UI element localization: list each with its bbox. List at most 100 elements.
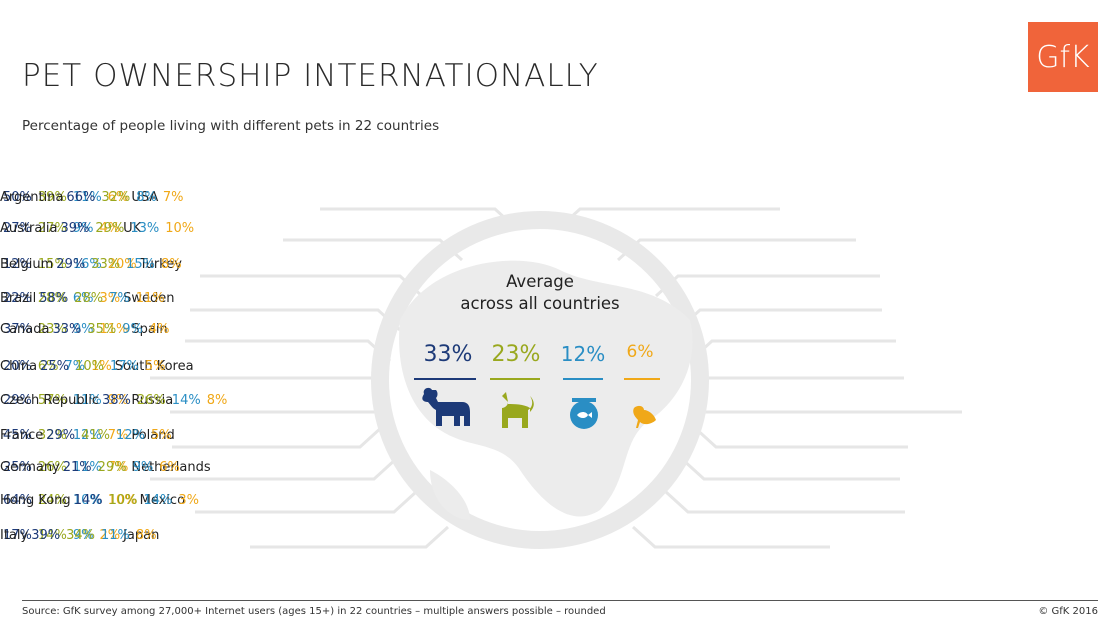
value-bird: 5% [150,428,172,443]
value-fish: 16% [72,257,102,272]
value-fish: 13% [130,221,160,236]
value-cat: 28% [37,291,67,306]
value-fish: 7% [109,291,130,306]
average-title: Average across all countries [440,271,640,315]
value-fish: 17% [109,359,139,374]
value-bird: 5% [144,359,166,374]
country-label: China [0,359,38,374]
country-label: South Korea [114,359,194,374]
country-label: Italy [0,528,29,543]
bird-underline [624,378,660,380]
value-fish: 11% [101,528,130,543]
value-fish: 10% [72,493,102,508]
right-leader-line [654,274,880,298]
value-cat: 34% [66,528,96,543]
right-row-france: France 29% 41% 12% 5% [0,428,175,443]
value-cat: 24% [37,493,67,508]
country-label: Spain [131,322,168,337]
country-label: UK [123,221,142,236]
right-row-brazil: Brazil 58% 28% 7% 11% [0,291,168,306]
country-label: Argentina [0,190,64,205]
value-cat: 32% [101,190,131,205]
value-fish: 11% [72,190,102,205]
country-label: Canada [0,322,50,337]
right-row-germany: Germany 21% 29% 9% 6% [0,460,183,475]
value-dog: 39% [60,221,90,236]
value-dog: 37% [3,322,32,337]
value-fish: 11% [72,393,102,408]
value-fish: 15% [126,257,156,272]
left-leader-line [172,425,384,449]
value-bird: 4% [99,221,121,236]
value-bird: 20% [107,257,137,272]
value-bird: 7% [162,190,184,205]
value-cat: 26% [37,460,67,475]
left-row-russia: 29% 57% 11% 9% Russia [0,393,173,408]
average-dog-value: 33% [423,342,473,367]
country-label: Japan [123,528,160,543]
value-cat: 10% [75,359,104,374]
left-row-spain: 37% 23% 9% 11% Spain [0,322,168,337]
right-row-china: China 25% 10% 17% 5% [0,359,168,374]
value-dog: 66% [66,190,96,205]
dog-icon [422,387,470,426]
value-dog: 20% [3,359,32,374]
value-dog: 25% [40,359,70,374]
country-label: Sweden [123,291,175,306]
right-row-canada: Canada 33% 35% 9% 4% [0,322,173,337]
value-bird: 3% [178,493,200,508]
value-fish: 11% [72,460,102,475]
value-cat: 14% [37,528,67,543]
value-bird: 11% [99,322,129,337]
value-cat: 57% [37,393,67,408]
value-cat: 35% [87,322,117,337]
value-fish: 6% [72,291,94,306]
cat-icon [498,392,534,428]
country-label: Hong Kong [0,493,71,508]
left-leader-line [190,308,402,332]
right-row-czech-republic: Czech Republic 38% 26% 14% 8% [0,393,230,408]
value-cat: 15% [37,257,67,272]
left-row-poland: 45% 32% 12% 7% Poland [0,428,175,443]
value-bird: 8% [161,257,182,272]
value-cat: 29% [95,221,125,236]
value-cat: 29% [97,460,127,475]
value-cat: 41% [81,428,111,443]
value-dog: 12% [3,257,32,272]
left-row-netherlands: 25% 26% 11% 7% Netherlands [0,460,211,475]
right-row-belgium: Belgium 29% 33% 15% 8% [0,257,185,272]
fish-underline [563,378,603,380]
value-bird: 11% [135,291,165,306]
value-dog: 50% [3,190,32,205]
country-label: Poland [131,428,175,443]
value-bird: 8% [135,528,157,543]
value-fish: 12% [72,428,102,443]
value-cat: 23% [37,322,67,337]
country-label: USA [131,190,159,205]
value-fish: 8% [136,190,157,205]
value-bird: 3% [99,291,121,306]
value-dog: 33% [52,322,82,337]
gfk-logo: GfK [1028,22,1098,92]
value-fish: 9% [72,322,94,337]
bird-icon [633,405,656,428]
value-bird: 6% [107,190,129,205]
right-leader-line [664,490,905,514]
value-fish: 9% [72,528,94,543]
right-leader-line [692,425,908,449]
value-bird: 7% [107,428,129,443]
value-cat: 27% [37,221,67,236]
value-dog: 58% [39,291,69,306]
value-dog: 25% [3,460,32,475]
value-cat: 28% [74,291,104,306]
value-dog: 64% [3,493,32,508]
value-fish: 14% [143,493,173,508]
right-leader-line [688,339,896,363]
value-bird: 7% [107,460,129,475]
source-note: Source: GfK survey among 27,000+ Interne… [22,606,606,617]
value-dog: 29% [3,393,32,408]
value-cat: 26% [136,393,166,408]
value-cat: 39% [37,190,67,205]
average-bird-value: 6% [626,342,654,362]
left-leader-line [150,457,398,481]
